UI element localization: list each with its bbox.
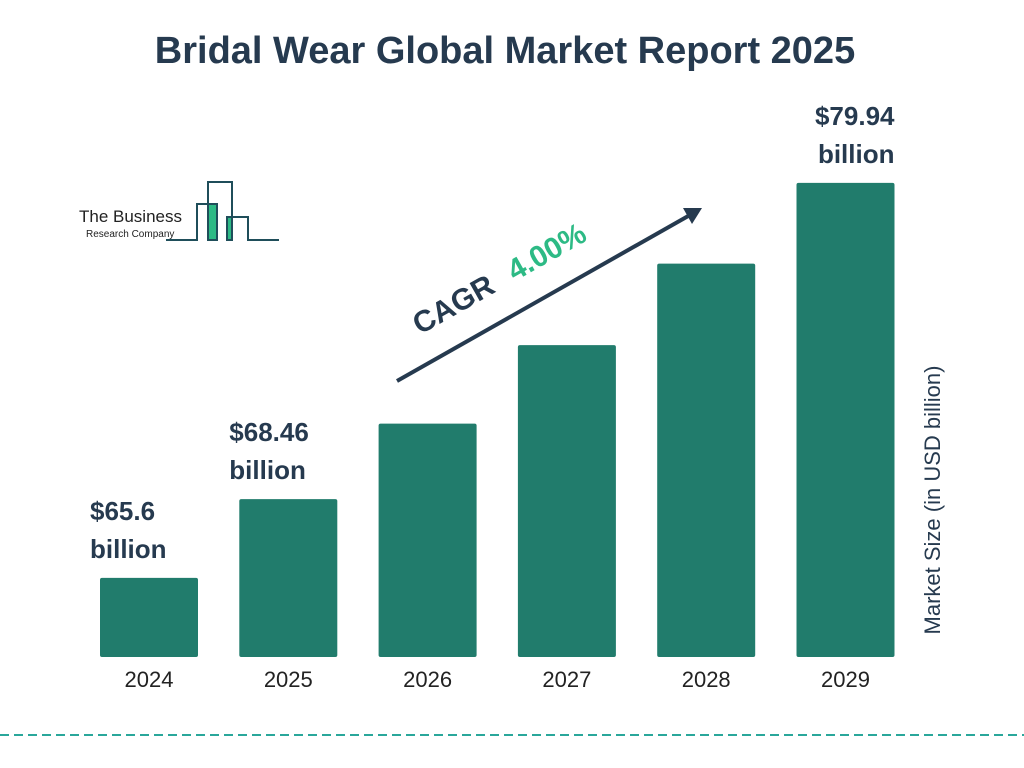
- data-label-unit: billion: [229, 455, 306, 485]
- bar-2027: [517, 345, 616, 657]
- bar-2029: [796, 182, 895, 657]
- chart-title: Bridal Wear Global Market Report 2025: [154, 30, 856, 72]
- x-tick-label: 2029: [821, 667, 870, 692]
- logo-line1: The Business: [79, 207, 182, 226]
- data-label-value: $65.6: [90, 496, 155, 526]
- bar-2025: [239, 499, 338, 657]
- logo: The Business Research Company: [79, 181, 279, 241]
- x-tick-label: 2028: [682, 667, 731, 692]
- x-tick-label: 2027: [542, 667, 591, 692]
- cagr-arrow-line: [396, 213, 691, 383]
- bar-2028: [657, 263, 756, 657]
- data-label-unit: billion: [818, 139, 895, 169]
- logo-line2: Research Company: [86, 229, 174, 240]
- bar-2026: [378, 423, 477, 657]
- data-label-value: $79.94: [815, 101, 895, 131]
- x-tick-label: 2026: [403, 667, 452, 692]
- y-axis-label: Market Size (in USD billion): [920, 366, 945, 635]
- x-tick-label: 2024: [125, 667, 174, 692]
- arrow-head-icon: [683, 208, 702, 224]
- data-label-value: $68.46: [229, 417, 309, 447]
- data-label-unit: billion: [90, 534, 167, 564]
- x-tick-label: 2025: [264, 667, 313, 692]
- bar-2024: [100, 577, 198, 657]
